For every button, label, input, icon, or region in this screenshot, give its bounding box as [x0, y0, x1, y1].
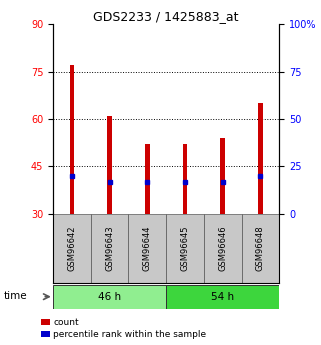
Text: time: time	[3, 291, 27, 300]
Text: GSM96642: GSM96642	[67, 226, 76, 271]
Text: GSM96645: GSM96645	[180, 226, 189, 271]
Bar	[221, 138, 225, 214]
Text: GSM96643: GSM96643	[105, 226, 114, 271]
Text: 54 h: 54 h	[211, 292, 234, 302]
Bar	[53, 214, 91, 283]
Bar	[183, 144, 187, 214]
Bar	[204, 214, 241, 283]
Bar	[70, 65, 74, 214]
Text: GSM96648: GSM96648	[256, 226, 265, 271]
Legend: count, percentile rank within the sample: count, percentile rank within the sample	[41, 318, 206, 339]
Bar	[53, 285, 166, 309]
Text: GSM96644: GSM96644	[143, 226, 152, 271]
Bar	[166, 214, 204, 283]
Bar	[128, 214, 166, 283]
Bar	[241, 214, 279, 283]
Text: 46 h: 46 h	[98, 292, 121, 302]
Bar	[258, 103, 263, 214]
Bar	[145, 144, 150, 214]
Bar	[91, 214, 128, 283]
Text: GSM96646: GSM96646	[218, 226, 227, 271]
Title: GDS2233 / 1425883_at: GDS2233 / 1425883_at	[93, 10, 239, 23]
Bar	[166, 285, 279, 309]
Bar	[107, 116, 112, 214]
